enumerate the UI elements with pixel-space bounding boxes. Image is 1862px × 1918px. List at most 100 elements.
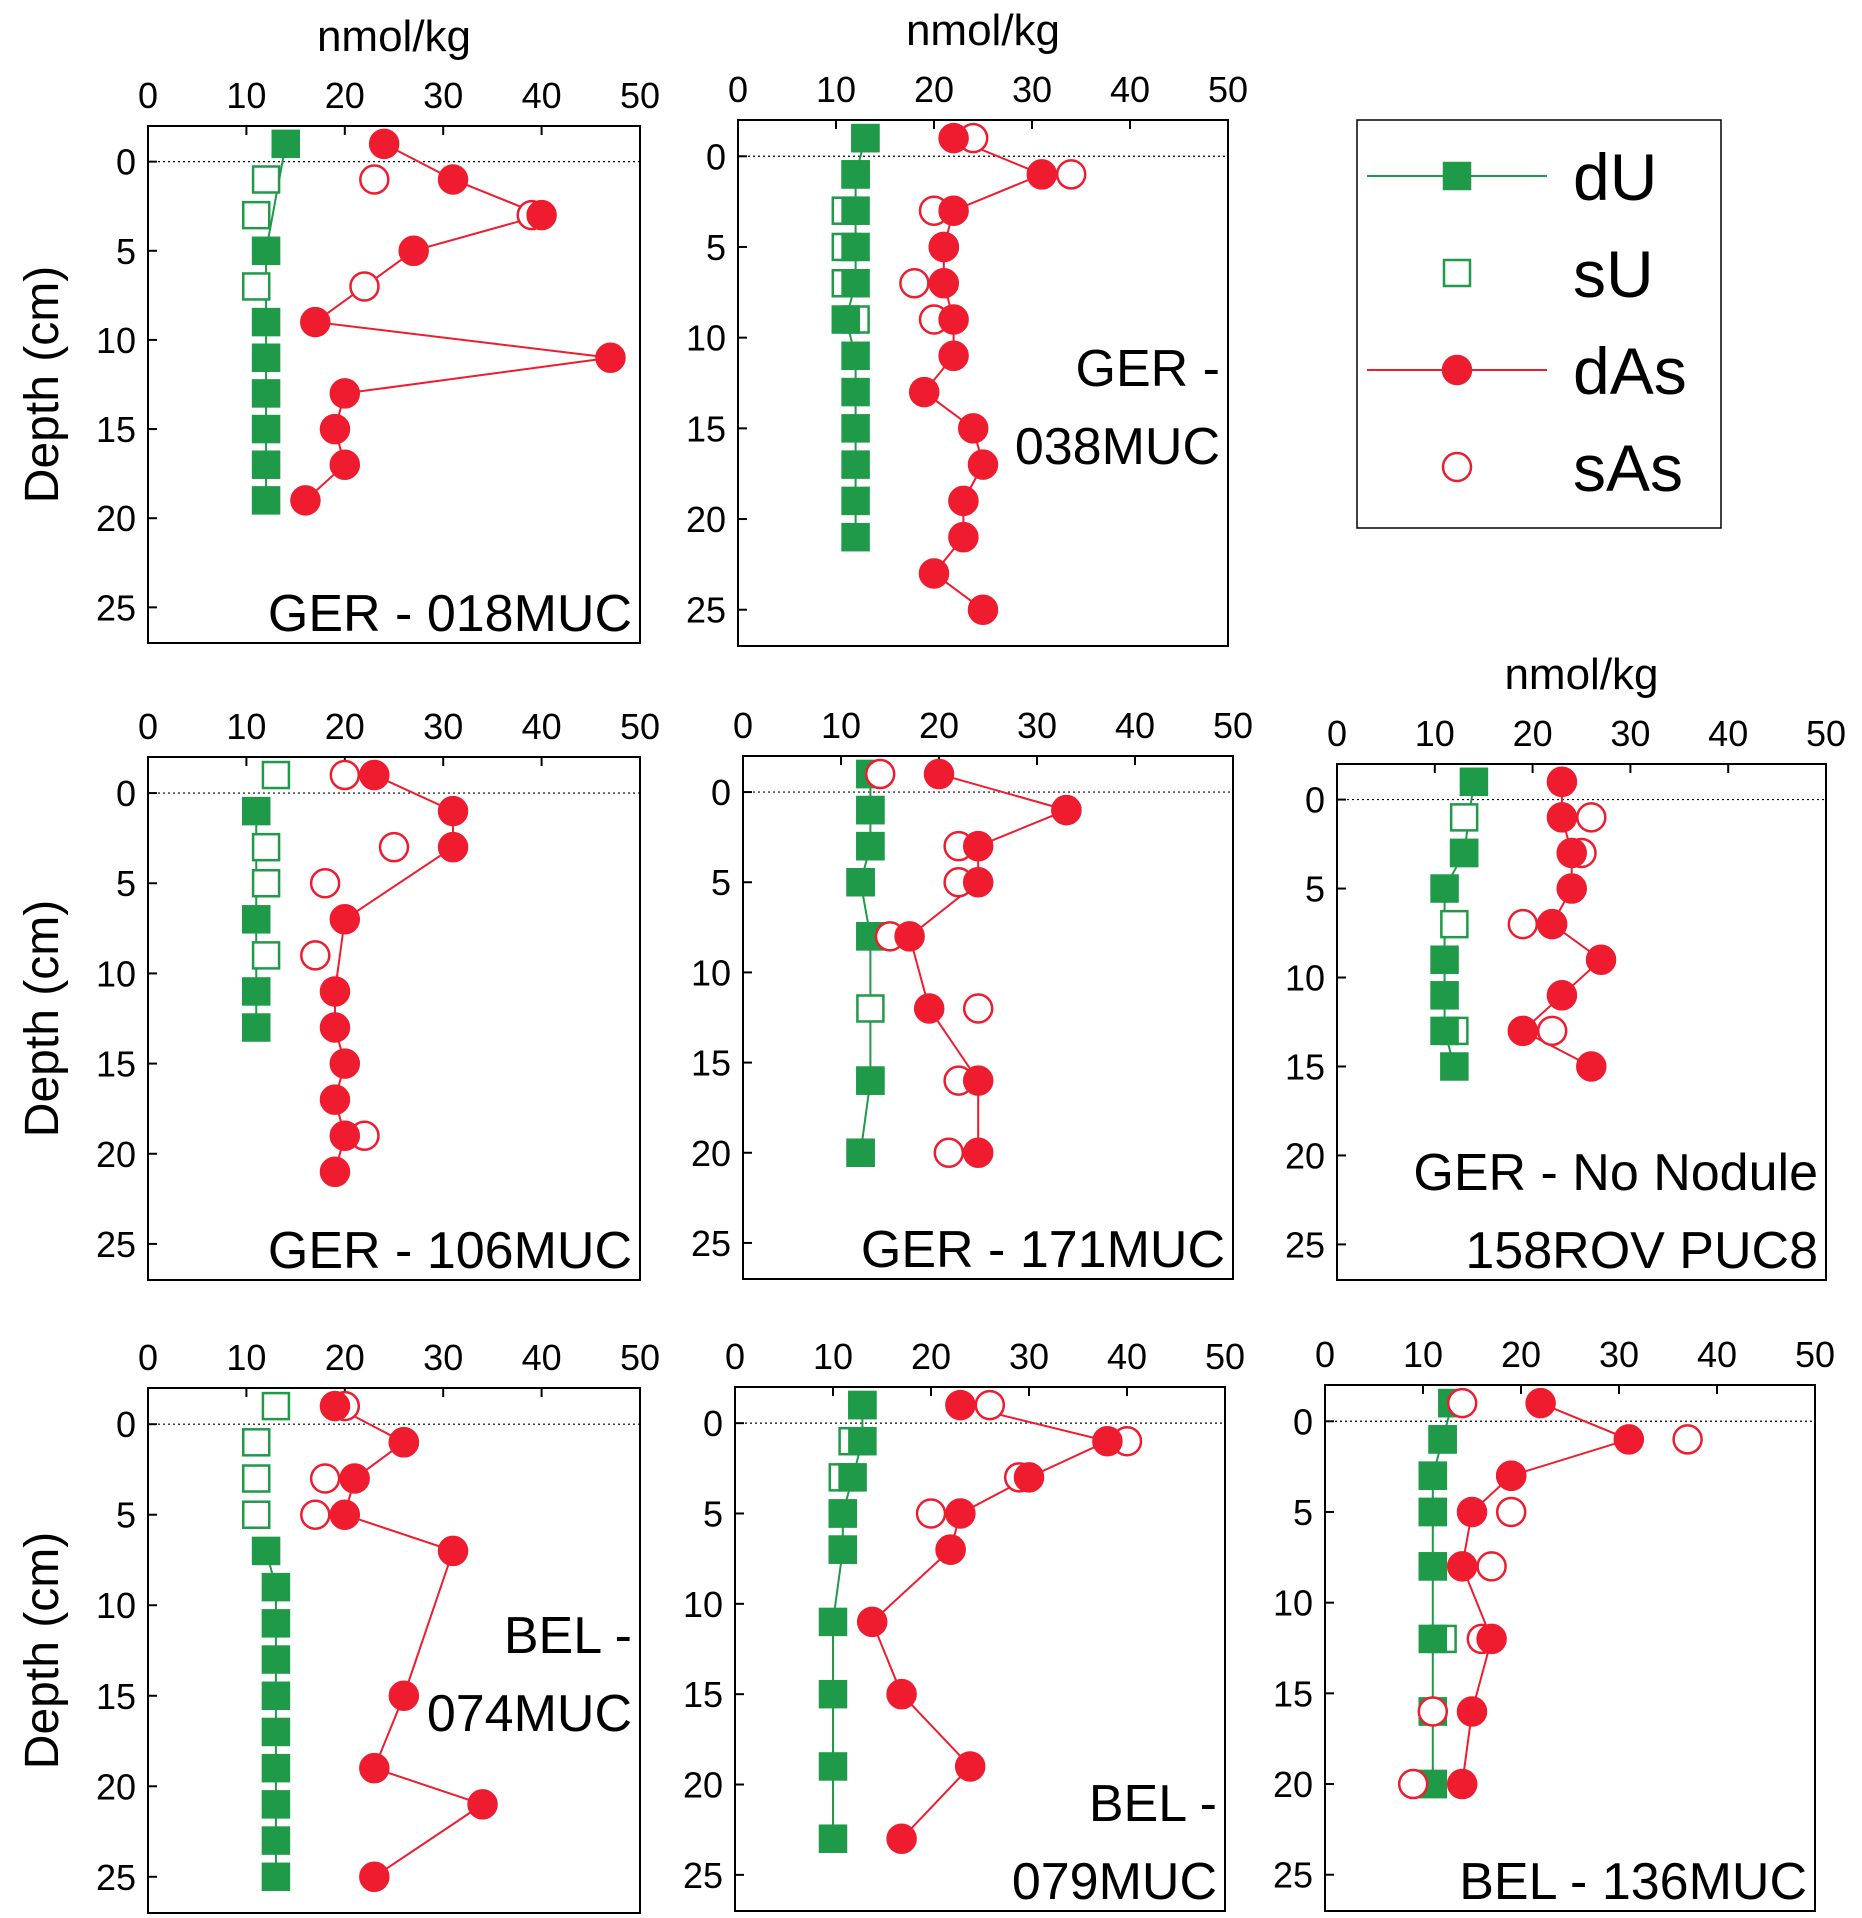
dAs-point-7	[954, 1751, 986, 1782]
dAs-point-1	[1026, 159, 1058, 190]
y-tick-label: 15	[683, 1674, 723, 1715]
dU-point-7	[261, 1790, 291, 1819]
dAs-point-4	[935, 1534, 966, 1565]
dAs-point-0	[1546, 766, 1578, 798]
y-tick-label: 20	[1285, 1135, 1325, 1176]
x-tick-label: 50	[620, 1337, 660, 1378]
dAs-point-1	[1546, 802, 1578, 833]
legend-label: dU	[1573, 140, 1657, 214]
dU-point-4	[261, 1681, 291, 1711]
dAs-point-8	[329, 1120, 361, 1151]
y-axis-label: Depth (cm)	[16, 266, 69, 503]
panel-label: BEL - 136MUC	[1459, 1853, 1807, 1911]
y-tick-label: 20	[691, 1133, 731, 1174]
sAs-point-1	[378, 831, 410, 863]
y-tick-label: 25	[686, 590, 726, 631]
y-tick-label: 25	[96, 587, 136, 628]
sU-point-2	[1440, 909, 1469, 939]
y-tick-label: 20	[1273, 1764, 1313, 1805]
x-tick-label: 10	[226, 706, 266, 747]
dAs-point-7	[1446, 1768, 1478, 1800]
dAs-point-legend	[1441, 354, 1473, 386]
sAs-point-3	[915, 1498, 947, 1529]
dU-point-1	[1428, 1425, 1457, 1454]
y-tick-label: 25	[96, 1857, 136, 1898]
dAs-point-7	[962, 1137, 994, 1169]
dAs-line	[304, 142, 611, 502]
legend-item-sAs: sAs	[1441, 431, 1683, 505]
dU-point-1	[241, 905, 271, 934]
dU-series	[1430, 767, 1489, 1081]
dAs-point-4	[1536, 908, 1568, 940]
dU-series	[251, 1536, 291, 1892]
dU-point-3	[1418, 1497, 1448, 1527]
dAs-line	[908, 773, 1070, 1153]
sAs-point-2	[309, 867, 341, 899]
y-tick-label: 5	[703, 1493, 723, 1534]
dAs-point-6	[1456, 1696, 1488, 1727]
dAs-point-7	[467, 1789, 498, 1820]
x-tick-label: 30	[423, 1337, 463, 1378]
dU-point-5	[261, 1717, 291, 1747]
y-tick-label: 10	[691, 952, 731, 993]
x-tick-label: 20	[325, 706, 365, 747]
y-tick-label: 5	[706, 227, 726, 268]
panel-label: 038MUC	[1015, 418, 1220, 476]
panel-1: 0 10 20 30 40 50 0 5 10 15 20 25 nmol/kg Depth (cm) GE…	[16, 12, 660, 644]
dAs-point-1	[388, 1427, 420, 1458]
y-tick-label: 25	[96, 1224, 136, 1265]
sAs-series	[300, 759, 410, 1151]
dAs-point-2	[437, 831, 469, 863]
y-tick-label: 0	[706, 136, 726, 177]
dU-point-2	[838, 1463, 867, 1492]
dU-series	[818, 1390, 877, 1853]
legend-box	[1356, 119, 1722, 529]
dAs-point-8	[1576, 1051, 1607, 1082]
dU-point-3	[251, 343, 281, 373]
dAs-point-4	[928, 267, 960, 299]
dU-point-3	[828, 1499, 858, 1528]
sAs-point-5	[962, 993, 994, 1024]
dU-point-3	[846, 867, 875, 897]
x-unit-label: nmol/kg	[906, 6, 1060, 55]
x-tick-label: 20	[325, 75, 365, 116]
y-tick-label: 20	[96, 1134, 136, 1175]
dU-point-1	[1449, 838, 1479, 868]
dAs-series	[319, 1390, 498, 1893]
y-tick-label: 5	[116, 1495, 136, 1536]
panel-2: 0 10 20 30 40 50 0 5 10 15 20 25 nmol/kg GER - 038MUC	[686, 6, 1248, 647]
y-tick-label: 25	[1273, 1855, 1313, 1896]
dAs-series	[894, 758, 1082, 1169]
dAs-point-4	[319, 976, 351, 1007]
dU-point-0	[271, 129, 301, 159]
dU-point-1	[261, 1572, 291, 1602]
dAs-point-6	[962, 1065, 994, 1096]
dAs-point-5	[595, 342, 626, 374]
dAs-point-5	[1476, 1623, 1507, 1655]
x-unit-label: nmol/kg	[317, 12, 471, 61]
sU-point-0	[261, 1391, 291, 1421]
y-tick-label: 20	[96, 498, 136, 539]
dAs-point-4	[437, 1535, 469, 1567]
dU-point-5	[251, 414, 281, 444]
x-tick-label: 10	[816, 69, 856, 110]
x-tick-label: 50	[1213, 705, 1253, 746]
y-tick-label: 15	[96, 409, 136, 450]
panel-label: GER - 106MUC	[268, 1222, 632, 1280]
y-tick-label: 5	[116, 231, 136, 272]
x-tick-label: 10	[226, 75, 266, 116]
panel-label: BEL -	[1089, 1775, 1217, 1833]
dU-point-2	[1430, 874, 1459, 903]
dAs-point-0	[319, 1390, 351, 1422]
x-tick-label: 0	[138, 1337, 158, 1378]
dAs-point-2	[1556, 837, 1587, 869]
panel-label: BEL -	[504, 1607, 632, 1665]
x-tick-label: 40	[522, 1337, 562, 1378]
dU-point-8	[818, 1824, 848, 1853]
dAs-point-9	[319, 1156, 351, 1188]
legend: dU sU dAs sAs	[1356, 119, 1722, 529]
x-tick-label: 0	[733, 705, 753, 746]
dAs-point-3	[329, 1499, 361, 1530]
x-tick-label: 40	[1115, 705, 1155, 746]
sAs-point-0	[1446, 1387, 1478, 1419]
